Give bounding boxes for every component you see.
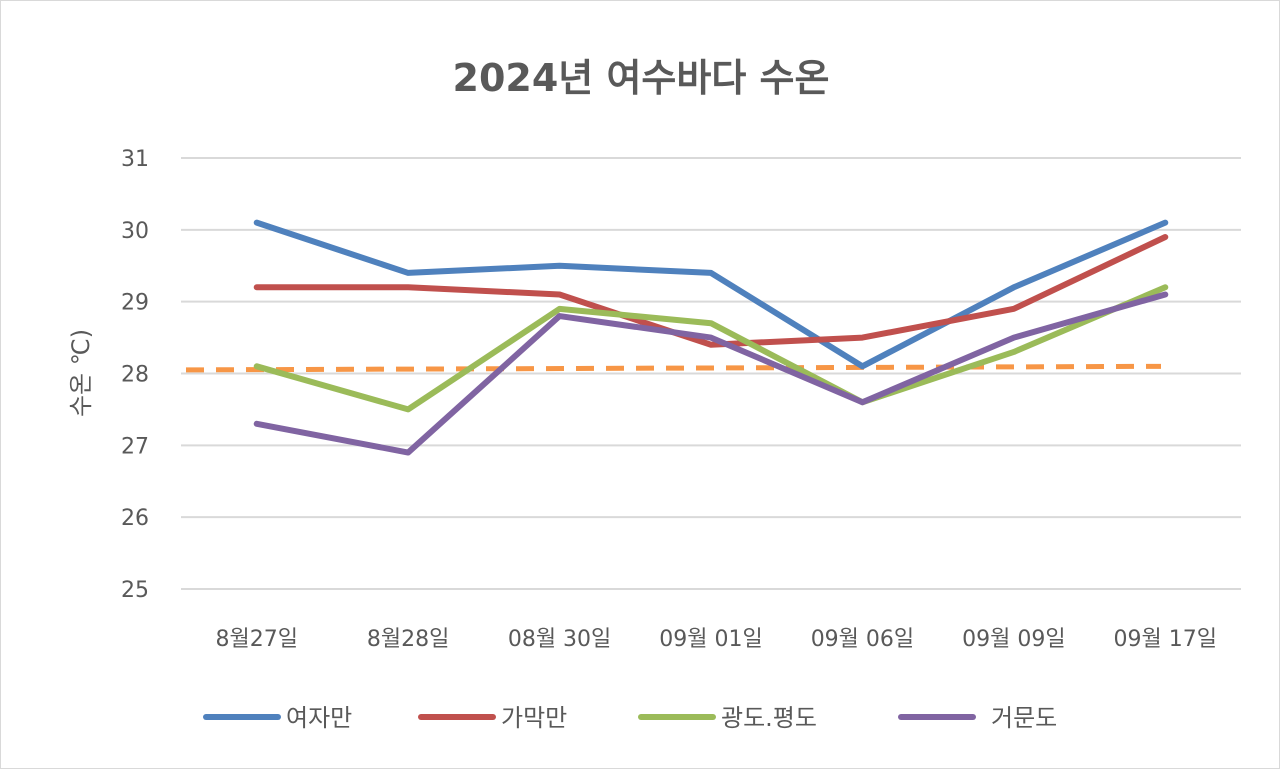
x-tick-label: 09월 01일	[659, 627, 762, 652]
reference-line-group	[186, 366, 1161, 370]
y-tick-label: 25	[121, 578, 149, 603]
x-axis-categories: 8월27일 8월28일 08월 30일 09월 01일 09월 06일 09월 09일 09…	[215, 627, 1217, 652]
dashed-reference-line	[186, 366, 1161, 370]
chart-title: 2024년 여수바다 수온	[453, 56, 830, 100]
series-lines	[257, 223, 1166, 453]
series-line-가막만	[257, 237, 1166, 345]
y-tick-label: 31	[121, 147, 149, 172]
y-tick-label: 28	[121, 363, 149, 388]
y-tick-label: 26	[121, 506, 149, 531]
legend-item: 여자만	[206, 704, 352, 732]
legend-item: 거문도	[901, 704, 1057, 732]
x-tick-label: 09월 06일	[811, 627, 914, 652]
legend-label: 거문도	[991, 704, 1057, 732]
y-tick-label: 30	[121, 219, 149, 244]
legend: 여자만 가막만 광도.평도 거문도	[206, 704, 1057, 732]
legend-label: 여자만	[286, 704, 352, 732]
legend-label: 가막만	[501, 704, 567, 732]
legend-item: 광도.평도	[641, 704, 817, 732]
x-tick-label: 09월 09일	[962, 627, 1065, 652]
gridlines	[181, 158, 1241, 589]
legend-label: 광도.평도	[721, 704, 817, 732]
y-tick-label: 29	[121, 291, 149, 316]
y-axis-ticks: 25 26 27 28 29 30 31	[121, 147, 149, 603]
y-tick-label: 27	[121, 434, 149, 459]
y-axis-label: 수온 ℃)	[67, 329, 95, 417]
x-tick-label: 8월27일	[215, 627, 297, 652]
series-line-광도.평도	[257, 287, 1166, 409]
x-tick-label: 09월 17일	[1114, 627, 1217, 652]
x-tick-label: 8월28일	[367, 627, 449, 652]
legend-item: 가막만	[421, 704, 567, 732]
x-tick-label: 08월 30일	[508, 627, 611, 652]
